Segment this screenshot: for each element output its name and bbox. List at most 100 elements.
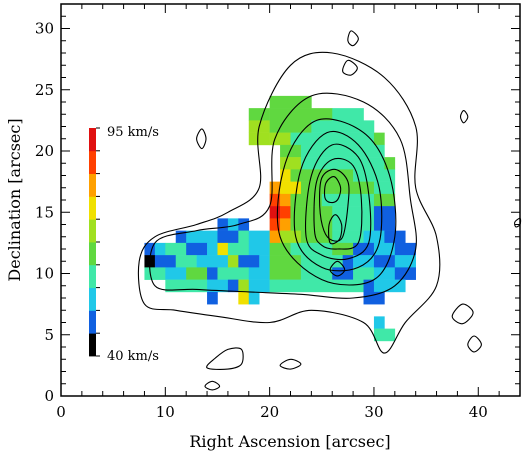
velocity-cell — [238, 291, 250, 305]
velocity-cell — [290, 132, 375, 146]
velocity-cell — [394, 242, 416, 256]
contour-line — [451, 303, 474, 325]
y-tick-label: 20 — [35, 142, 54, 160]
colorbar-segment — [89, 128, 96, 152]
velocity-cell — [373, 193, 396, 207]
velocity-cell — [227, 218, 239, 231]
y-tick-label: 5 — [44, 326, 54, 344]
velocity-cell — [373, 218, 396, 231]
colorbar-segment — [89, 287, 96, 311]
velocity-cell — [269, 279, 364, 293]
contour-line — [459, 110, 469, 124]
velocity-cell — [353, 242, 375, 256]
velocity-cell — [238, 230, 250, 244]
velocity-cell — [300, 144, 385, 158]
velocity-cell — [373, 328, 396, 342]
x-tick-label: 30 — [364, 403, 383, 421]
velocity-cell — [332, 108, 364, 121]
velocity-cell — [280, 169, 291, 182]
velocity-cell — [332, 206, 375, 219]
contour-line — [342, 59, 358, 76]
contour-line — [347, 30, 359, 47]
velocity-cell — [353, 169, 396, 182]
axis-ticks — [60, 3, 521, 397]
velocity-cell — [217, 267, 250, 280]
velocity-cell — [207, 279, 229, 293]
velocity-cell — [175, 230, 187, 244]
velocity-cell — [154, 242, 166, 256]
velocity-cell — [238, 255, 260, 268]
velocity-cell — [373, 255, 396, 268]
velocity-cell — [300, 230, 333, 244]
x-axis-label: Right Ascension [arcsec] — [189, 432, 390, 451]
velocity-cell — [384, 157, 396, 170]
velocity-cell — [332, 218, 375, 231]
velocity-cell — [373, 267, 396, 280]
velocity-cell — [269, 230, 281, 244]
colorbar-segment — [89, 242, 96, 266]
velocity-cell — [196, 255, 229, 268]
velocity-cell — [186, 267, 208, 280]
velocity-cell — [363, 279, 375, 293]
velocity-cell — [269, 218, 281, 231]
contour-line — [149, 92, 417, 299]
velocity-cell — [154, 255, 177, 268]
velocity-cell — [373, 132, 385, 146]
velocity-cell — [280, 144, 302, 158]
velocity-cell — [373, 242, 396, 256]
x-tick-label: 0 — [56, 403, 66, 421]
velocity-cell — [373, 181, 396, 195]
velocity-cells — [144, 95, 416, 342]
y-tick-label: 10 — [35, 265, 54, 283]
velocity-cell — [248, 242, 270, 256]
x-tick-label: 10 — [156, 403, 175, 421]
velocity-cell — [353, 255, 375, 268]
contour-line — [206, 347, 244, 371]
contour-line — [305, 143, 372, 261]
contour-line — [196, 128, 207, 150]
velocity-cell — [227, 279, 239, 293]
y-tick-label: 15 — [35, 203, 54, 221]
velocity-cell — [248, 132, 270, 146]
contour-lines — [137, 30, 522, 391]
velocity-cell — [300, 267, 333, 280]
contour-line — [313, 157, 363, 250]
velocity-cell — [269, 193, 281, 207]
velocity-cell — [269, 132, 291, 146]
velocity-cell — [238, 218, 250, 231]
velocity-cell — [217, 230, 239, 244]
contour-line — [318, 168, 350, 242]
velocity-cell — [353, 267, 375, 280]
velocity-cell — [269, 242, 291, 256]
velocity-cell — [207, 242, 218, 256]
velocity-cell — [248, 279, 270, 293]
y-axis-label: Declination [arcsec] — [5, 118, 24, 281]
velocity-cell — [269, 267, 302, 280]
contour-line — [279, 358, 302, 370]
velocity-cell — [280, 157, 302, 170]
velocity-cell — [207, 267, 218, 280]
velocity-cell — [227, 242, 250, 256]
x-tick-label: 20 — [260, 403, 279, 421]
colorbar-segment — [89, 264, 96, 288]
velocity-cell — [342, 255, 354, 268]
velocity-cell — [186, 242, 208, 256]
velocity-cell — [217, 218, 229, 231]
contour-line — [293, 130, 383, 272]
colorbar — [89, 127, 100, 357]
velocity-cell — [300, 157, 385, 170]
velocity-cell — [248, 230, 270, 244]
velocity-cell — [165, 242, 187, 256]
velocity-cell — [373, 279, 406, 293]
contour-line — [204, 380, 221, 391]
contour-line — [323, 176, 342, 204]
contour-line — [467, 335, 482, 353]
y-tick-label: 0 — [44, 387, 54, 405]
colorbar-min-label: 40 km/s — [107, 349, 159, 364]
velocity-cell — [248, 291, 260, 305]
velocity-cell — [280, 193, 291, 207]
velocity-cell — [269, 95, 312, 109]
velocity-cell — [238, 279, 250, 293]
velocity-cell — [144, 267, 166, 280]
